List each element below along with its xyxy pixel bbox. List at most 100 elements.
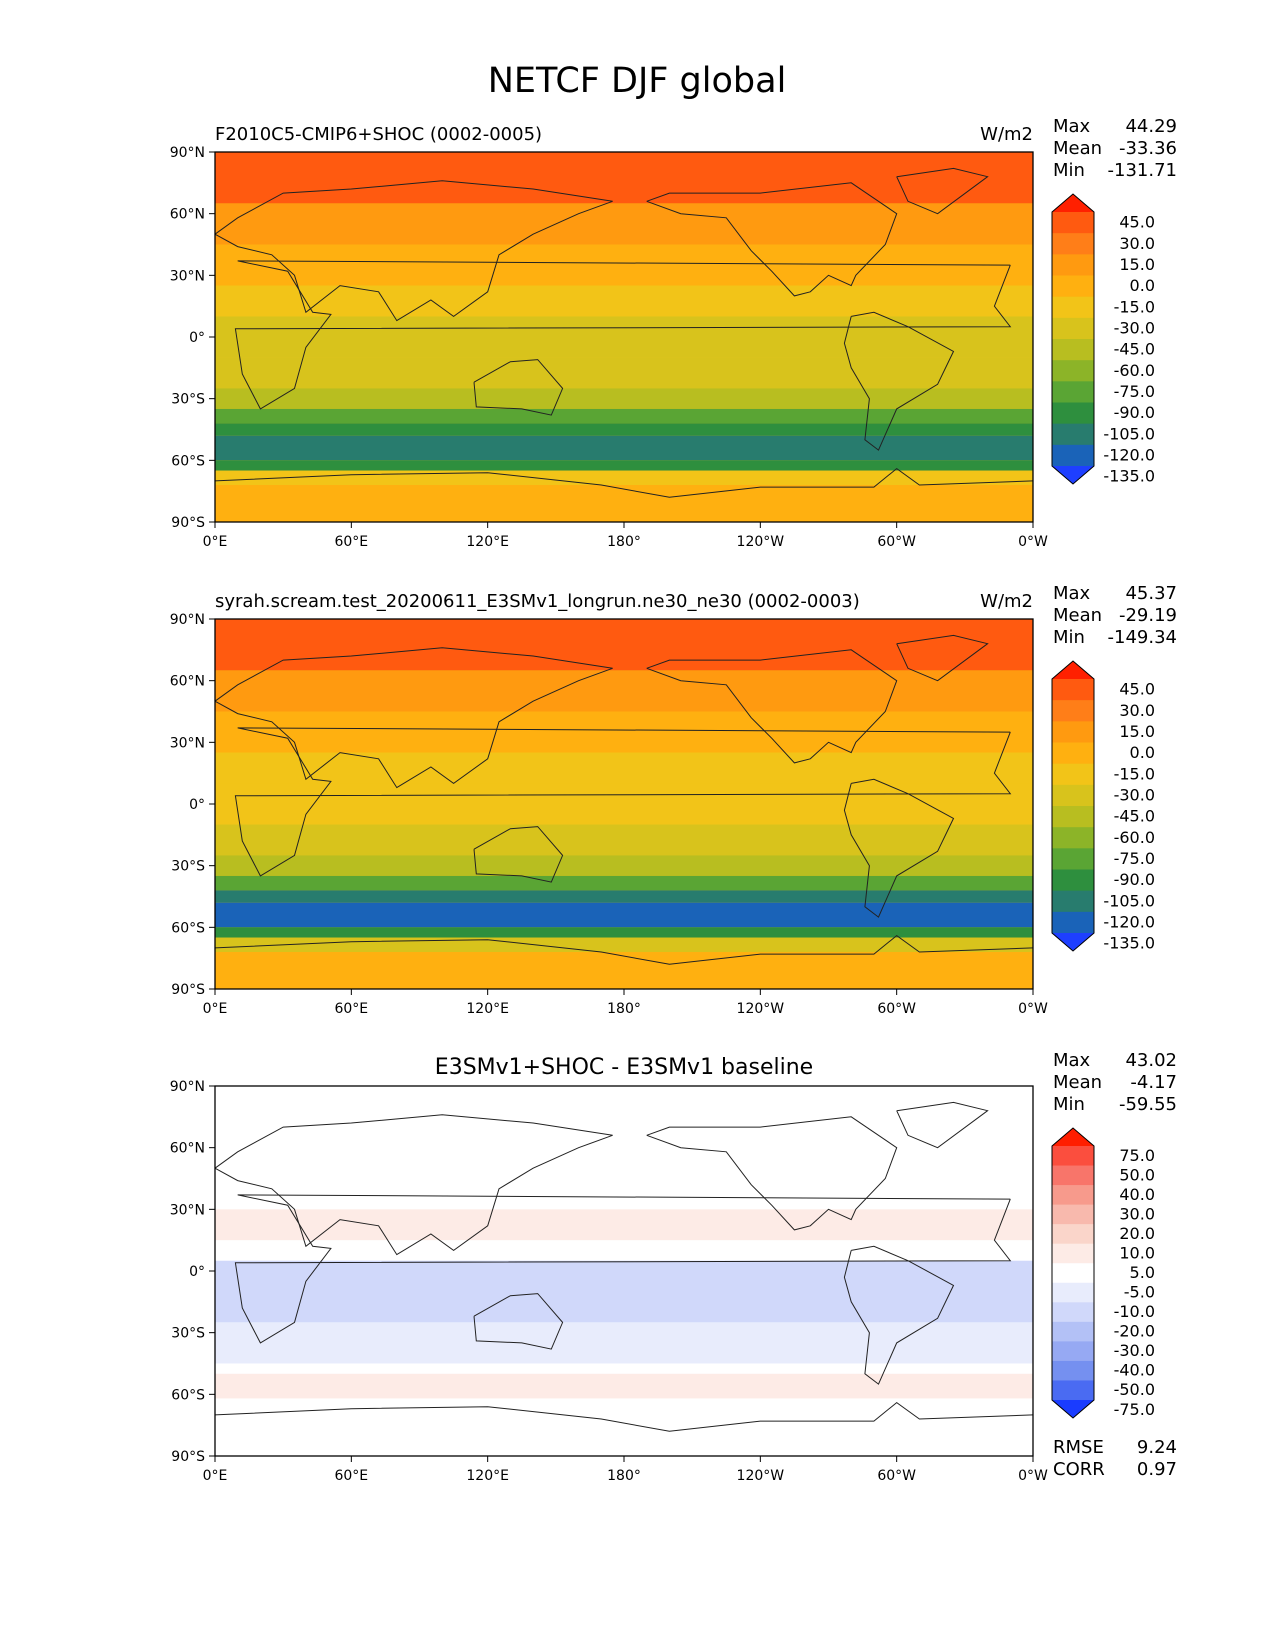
coastline — [896, 1101, 989, 1149]
coastline — [234, 260, 1012, 410]
field-band — [215, 927, 1033, 938]
colorbar-segment — [1052, 911, 1094, 934]
coastline — [473, 359, 564, 416]
coastline — [646, 182, 898, 297]
colorbar-label: 15.0 — [1119, 722, 1155, 741]
colorbar-segment — [1052, 1321, 1094, 1342]
stat-label: RMSE — [1053, 1437, 1104, 1458]
colorbar-label: 45.0 — [1119, 213, 1155, 232]
y-tick-label: 90°S — [171, 1449, 205, 1465]
y-tick-label: 30°N — [170, 268, 205, 284]
colorbar-segment — [1052, 1282, 1094, 1303]
field-band — [215, 244, 1033, 286]
panels: 90°N 60°N 30°N 0° 30°S 60°S 90°S 0°E 60°E 120°E 18… — [170, 116, 1177, 1484]
colorbar-label: -135.0 — [1103, 467, 1155, 486]
stat-value: 0.97 — [1137, 1459, 1177, 1480]
x-tick-label: 60°E — [334, 534, 368, 550]
field-band — [215, 890, 1033, 903]
x-tick-label: 180° — [607, 1468, 641, 1484]
colorbar-outline — [1051, 660, 1095, 952]
x-tick-label: 180° — [607, 1001, 641, 1017]
colorbar-label: -30.0 — [1114, 785, 1155, 804]
field-band — [215, 485, 1033, 522]
x-tick-label: 120°E — [466, 1468, 509, 1484]
coastlines — [214, 1101, 1034, 1432]
x-tick-label: 0°W — [1018, 1001, 1048, 1017]
colorbar-label: -105.0 — [1103, 424, 1155, 443]
colorbar-label: -15.0 — [1114, 297, 1155, 316]
field-band — [215, 752, 1033, 784]
colorbar-extend-min — [1052, 466, 1094, 484]
x-tick-label: 60°W — [877, 1001, 916, 1017]
colorbar-segment — [1052, 360, 1094, 382]
colorbar-label: 5.0 — [1130, 1263, 1155, 1282]
colorbar-label: 10.0 — [1119, 1243, 1155, 1262]
colorbar-segment — [1052, 827, 1094, 849]
y-tick-label: 90°N — [170, 612, 205, 628]
stat-value: 44.29 — [1125, 116, 1177, 137]
colorbar-outline — [1051, 193, 1095, 485]
field-band — [215, 952, 1033, 989]
colorbar-segment — [1052, 1360, 1094, 1381]
stat-label: Min — [1053, 160, 1085, 181]
stat-value: -4.17 — [1130, 1072, 1177, 1093]
colorbar-label: -15.0 — [1114, 764, 1155, 783]
stat-label: Mean — [1053, 138, 1102, 159]
x-tick-label: 120°E — [466, 534, 509, 550]
colorbar-segment — [1052, 1380, 1094, 1401]
stat-label: Mean — [1053, 605, 1102, 626]
colorbar-segment — [1052, 763, 1094, 786]
colorbar-label: -20.0 — [1114, 1322, 1155, 1341]
panel-title: syrah.scream.test_20200611_E3SMv1_longru… — [215, 591, 860, 612]
field-band — [215, 1260, 1033, 1323]
stat-label: CORR — [1053, 1459, 1105, 1480]
colorbar-segment — [1052, 784, 1094, 807]
colorbar-label: -50.0 — [1114, 1380, 1155, 1399]
field-band — [215, 470, 1033, 485]
panel-title: E3SMv1+SHOC - E3SMv1 baseline — [435, 1055, 813, 1080]
colorbar-segment — [1052, 339, 1094, 361]
colorbar-segment — [1052, 1243, 1094, 1264]
colorbar-label: -135.0 — [1103, 934, 1155, 953]
colorbar-segment — [1052, 1302, 1094, 1323]
colorbar-extend-max — [1052, 194, 1094, 212]
colorbar-label: -10.0 — [1114, 1302, 1155, 1321]
coastline — [896, 634, 989, 682]
stat-value: 45.37 — [1125, 583, 1177, 604]
colorbar-segment — [1052, 1341, 1094, 1362]
colorbar-segment — [1052, 254, 1094, 276]
colorbar-label: -60.0 — [1114, 828, 1155, 847]
y-tick-label: 90°N — [170, 1079, 205, 1095]
colorbar-segment — [1052, 317, 1094, 340]
field-band — [215, 619, 1033, 671]
y-tick-label: 0° — [189, 1264, 205, 1280]
y-tick-label: 0° — [189, 797, 205, 813]
x-tick-label: 60°W — [877, 1468, 916, 1484]
stat-label: Mean — [1053, 1072, 1102, 1093]
colorbar-extend-max — [1052, 661, 1094, 679]
panel-units: W/m2 — [980, 124, 1033, 145]
colorbar-label: -75.0 — [1114, 382, 1155, 401]
colorbar-segment — [1052, 721, 1094, 743]
colorbar-label: -30.0 — [1114, 1341, 1155, 1360]
coastline — [896, 167, 989, 215]
colorbar-outline — [1051, 1127, 1095, 1419]
x-tick-label: 120°W — [737, 1468, 785, 1484]
y-tick-label: 90°S — [171, 982, 205, 998]
figure-title: NETCF DJF global — [488, 61, 787, 101]
colorbar-label: -5.0 — [1124, 1283, 1155, 1302]
y-tick-label: 30°N — [170, 735, 205, 751]
stat-value: -131.71 — [1108, 160, 1177, 181]
colorbar-segment — [1052, 402, 1094, 425]
stat-value: -149.34 — [1108, 627, 1177, 648]
coastlines — [214, 167, 1034, 498]
colorbar: 45.0 30.0 15.0 0.0 -15.0 -30.0 -45.0 -60.0 -75.0… — [1051, 660, 1155, 953]
field-band — [215, 152, 1033, 204]
colorbar-segment — [1052, 869, 1094, 892]
stat-value: -59.55 — [1119, 1094, 1177, 1115]
field-band — [215, 824, 1033, 856]
field-band — [215, 1086, 1033, 1148]
y-tick-label: 30°N — [170, 1202, 205, 1218]
colorbar-extend-min — [1052, 933, 1094, 951]
